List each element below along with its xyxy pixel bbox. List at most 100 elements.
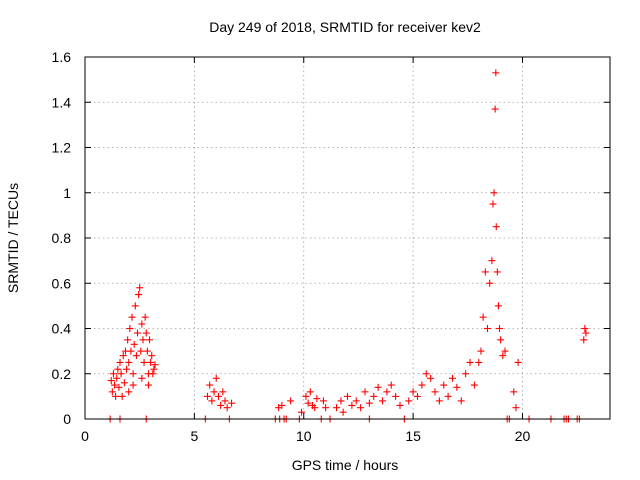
data-point — [148, 352, 156, 360]
data-point — [143, 347, 151, 355]
data-point — [392, 392, 400, 400]
data-point — [206, 381, 214, 389]
y-tick-label: 0.4 — [52, 321, 72, 337]
data-point — [427, 374, 435, 382]
data-point — [491, 105, 499, 113]
data-point — [493, 268, 501, 276]
data-point — [365, 399, 373, 407]
data-point — [131, 302, 139, 310]
data-point — [124, 336, 132, 344]
data-point — [453, 383, 461, 391]
data-point — [405, 397, 413, 405]
data-point — [319, 397, 327, 405]
data-point — [113, 374, 121, 382]
data-point — [581, 325, 589, 332]
data-point — [219, 388, 227, 396]
data-point — [108, 388, 116, 396]
data-point — [147, 358, 155, 366]
data-point — [440, 381, 448, 389]
data-point — [223, 404, 231, 412]
x-tick-label: 5 — [190, 428, 198, 444]
data-point — [580, 336, 588, 344]
data-point — [127, 347, 135, 355]
y-tick-label: 1.6 — [52, 49, 72, 65]
data-point — [370, 392, 378, 400]
data-point — [374, 383, 382, 391]
y-tick-label: 0.2 — [52, 366, 72, 382]
data-point — [228, 399, 236, 407]
data-point — [150, 365, 158, 373]
data-point — [126, 325, 134, 332]
y-tick-label: 0.6 — [52, 275, 72, 291]
data-point — [322, 404, 330, 412]
data-point — [510, 388, 518, 396]
data-point — [486, 279, 494, 287]
data-point — [462, 370, 470, 378]
data-point — [117, 370, 125, 378]
data-point — [141, 313, 149, 321]
data-point — [435, 397, 443, 405]
y-tick-label: 0 — [63, 411, 71, 427]
data-point — [492, 69, 500, 77]
data-point — [387, 381, 395, 389]
data-points — [106, 69, 590, 423]
data-point — [496, 325, 504, 332]
data-point — [208, 397, 216, 405]
data-point — [501, 347, 509, 355]
y-axis-label: SRMTID / TECUs — [5, 183, 21, 293]
data-point — [304, 399, 312, 407]
data-point — [123, 365, 131, 373]
data-point — [582, 329, 590, 337]
data-point — [125, 388, 133, 396]
data-point — [497, 336, 505, 344]
y-tick-label: 1.2 — [52, 140, 72, 156]
data-point — [449, 374, 456, 382]
data-point — [135, 291, 143, 299]
data-point — [204, 392, 211, 400]
data-point — [132, 352, 140, 360]
data-point — [492, 223, 500, 231]
data-point — [128, 313, 136, 321]
data-point — [112, 392, 120, 400]
data-point — [333, 404, 341, 412]
data-point — [140, 358, 148, 366]
data-point — [512, 404, 520, 412]
data-point — [134, 329, 141, 337]
data-point — [125, 358, 133, 366]
data-point — [129, 370, 137, 378]
data-point — [479, 313, 487, 321]
data-point — [352, 397, 360, 405]
data-point — [418, 381, 426, 389]
data-point — [210, 388, 218, 396]
data-point — [221, 397, 229, 405]
data-point — [357, 404, 365, 412]
data-point — [107, 377, 115, 385]
data-point — [431, 388, 439, 396]
data-point — [149, 370, 157, 378]
data-point — [287, 397, 295, 405]
data-point — [278, 401, 286, 409]
y-tick-label: 0.8 — [52, 230, 72, 246]
data-point — [115, 383, 123, 391]
data-point — [138, 320, 146, 328]
data-point — [212, 374, 220, 382]
data-point — [214, 392, 222, 400]
data-point — [217, 401, 225, 409]
data-point — [306, 388, 314, 396]
data-point — [409, 388, 417, 396]
data-point — [119, 352, 127, 360]
data-point — [488, 257, 496, 265]
data-point — [139, 336, 147, 344]
data-point — [484, 325, 491, 332]
x-tick-label: 10 — [296, 428, 312, 444]
data-point — [414, 392, 421, 400]
x-axis-label: GPS time / hours — [292, 457, 399, 473]
x-tick-label: 20 — [515, 428, 531, 444]
data-point — [348, 401, 356, 409]
data-point — [144, 381, 152, 389]
x-tick-label: 0 — [81, 428, 89, 444]
data-point — [494, 302, 502, 310]
data-point — [311, 404, 319, 412]
data-point — [146, 336, 154, 344]
